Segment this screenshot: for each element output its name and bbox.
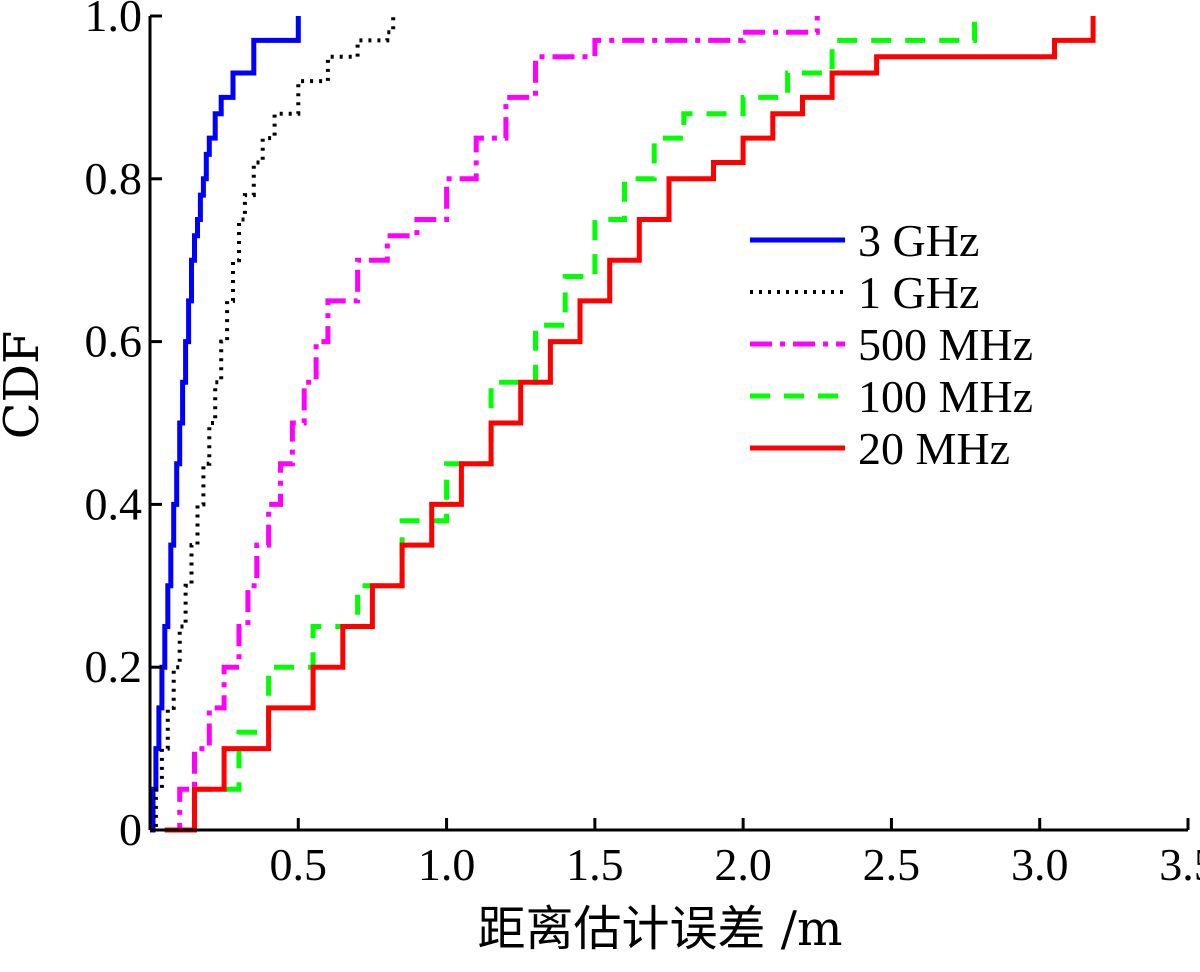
axes <box>148 16 1188 832</box>
ticks: 0.5 1.0 1.5 2.0 2.5 3.0 3.5 0 0.2 0.4 0.6 0.8 1.0 <box>85 0 1200 890</box>
x-tick-label: 3.0 <box>1011 839 1069 890</box>
series-line-500-mhz <box>164 16 820 833</box>
legend-label: 100 MHz <box>858 371 1033 422</box>
x-tick-label: 1.5 <box>566 839 624 890</box>
y-tick-label: 0 <box>119 804 142 855</box>
series-line-20-mhz <box>164 16 1096 833</box>
legend-label: 3 GHz <box>858 215 979 266</box>
y-axis-label: CDF <box>0 331 50 440</box>
x-tick-label: 2.5 <box>863 839 921 890</box>
plot-marks <box>150 16 1096 833</box>
x-tick-label: 3.5 <box>1159 839 1200 890</box>
y-tick-label: 0.4 <box>85 478 143 529</box>
series-line-3-ghz <box>150 16 301 833</box>
x-tick-label: 1.0 <box>418 839 476 890</box>
y-tick-label: 0.8 <box>85 153 143 204</box>
x-axis-label: 距离估计误差 /m <box>478 901 843 957</box>
legend-label: 500 MHz <box>858 319 1033 370</box>
legend-label: 1 GHz <box>858 267 979 318</box>
series-line-100-mhz <box>164 16 977 833</box>
y-tick-label: 0.6 <box>85 316 143 367</box>
y-tick-label: 0.2 <box>85 641 143 692</box>
legend-label: 20 MHz <box>858 423 1010 474</box>
y-tick-label: 1.0 <box>85 0 143 41</box>
x-tick-label: 0.5 <box>270 839 328 890</box>
x-tick-label: 2.0 <box>714 839 772 890</box>
series-line-1-ghz <box>150 16 396 832</box>
